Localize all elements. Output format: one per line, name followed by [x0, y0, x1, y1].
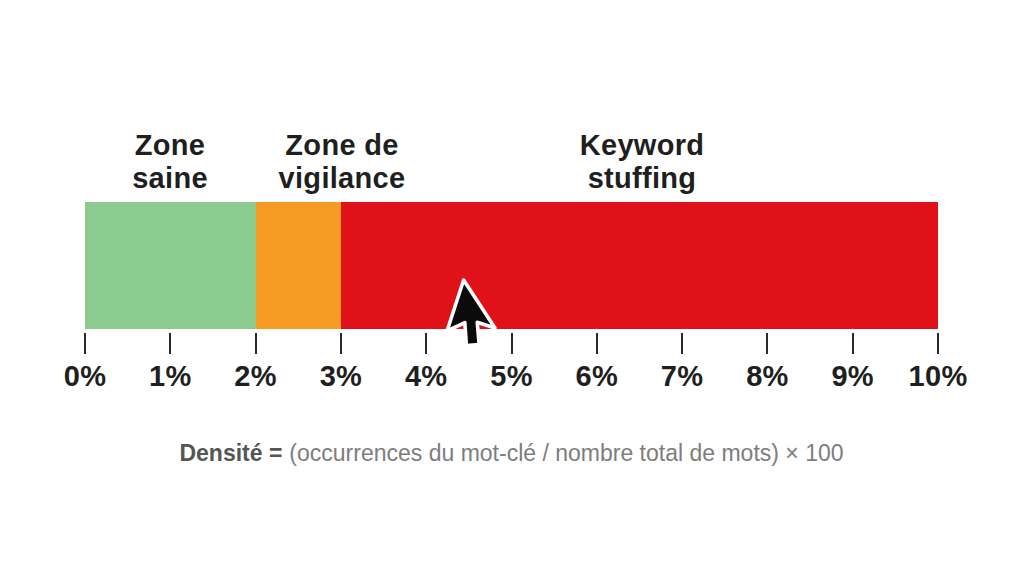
axis-tick-label-3: 3% — [320, 360, 363, 393]
zone-vigilance-segment — [256, 202, 341, 329]
axis-tick-label-6: 6% — [576, 360, 619, 393]
axis-tick-1 — [169, 333, 171, 354]
axis-tick-label-7: 7% — [661, 360, 704, 393]
axis-tick-4 — [425, 333, 427, 354]
axis-tick-label-0: 0% — [64, 360, 107, 393]
zone-saine-segment — [85, 202, 256, 329]
keyword-stuffing-label-line1: Keyword — [580, 129, 705, 162]
axis-tick-label-10: 10% — [909, 360, 968, 393]
density-bar — [85, 202, 938, 329]
density-formula-label: Densité = — [179, 440, 282, 466]
axis-tick-label-1: 1% — [149, 360, 192, 393]
zone-vigilance-label: Zone de vigilance — [279, 129, 406, 195]
axis-tick-label-2: 2% — [234, 360, 277, 393]
axis-tick-3 — [340, 333, 342, 354]
keyword-stuffing-segment — [341, 202, 938, 329]
density-formula: Densité = (occurrences du mot-clé / nombr… — [85, 440, 938, 467]
zone-vigilance-label-line2: vigilance — [279, 162, 406, 195]
axis-tick-8 — [766, 333, 768, 354]
axis-tick-5 — [511, 333, 513, 354]
axis-tick-label-4: 4% — [405, 360, 448, 393]
density-formula-expression: (occurrences du mot-clé / nombre total d… — [289, 440, 843, 466]
zone-saine-label: Zone saine — [132, 129, 208, 195]
axis-tick-label-5: 5% — [490, 360, 533, 393]
zone-vigilance-label-line1: Zone de — [279, 129, 406, 162]
axis-tick-7 — [681, 333, 683, 354]
keyword-stuffing-label-line2: stuffing — [580, 162, 705, 195]
axis-tick-10 — [937, 333, 939, 354]
axis-tick-label-9: 9% — [831, 360, 874, 393]
axis-tick-0 — [84, 333, 86, 354]
axis-tick-label-8: 8% — [746, 360, 789, 393]
density-axis: 0% 1% 2% 3% 4% 5% 6% 7% 8% 9% 10% — [85, 202, 938, 402]
axis-tick-9 — [852, 333, 854, 354]
zone-saine-label-line2: saine — [132, 162, 208, 195]
axis-tick-6 — [596, 333, 598, 354]
keyword-density-scale-chart: Zone saine Zone de vigilance Keyword stu… — [0, 0, 1024, 572]
keyword-stuffing-label: Keyword stuffing — [580, 129, 705, 195]
axis-tick-2 — [255, 333, 257, 354]
zone-saine-label-line1: Zone — [132, 129, 208, 162]
